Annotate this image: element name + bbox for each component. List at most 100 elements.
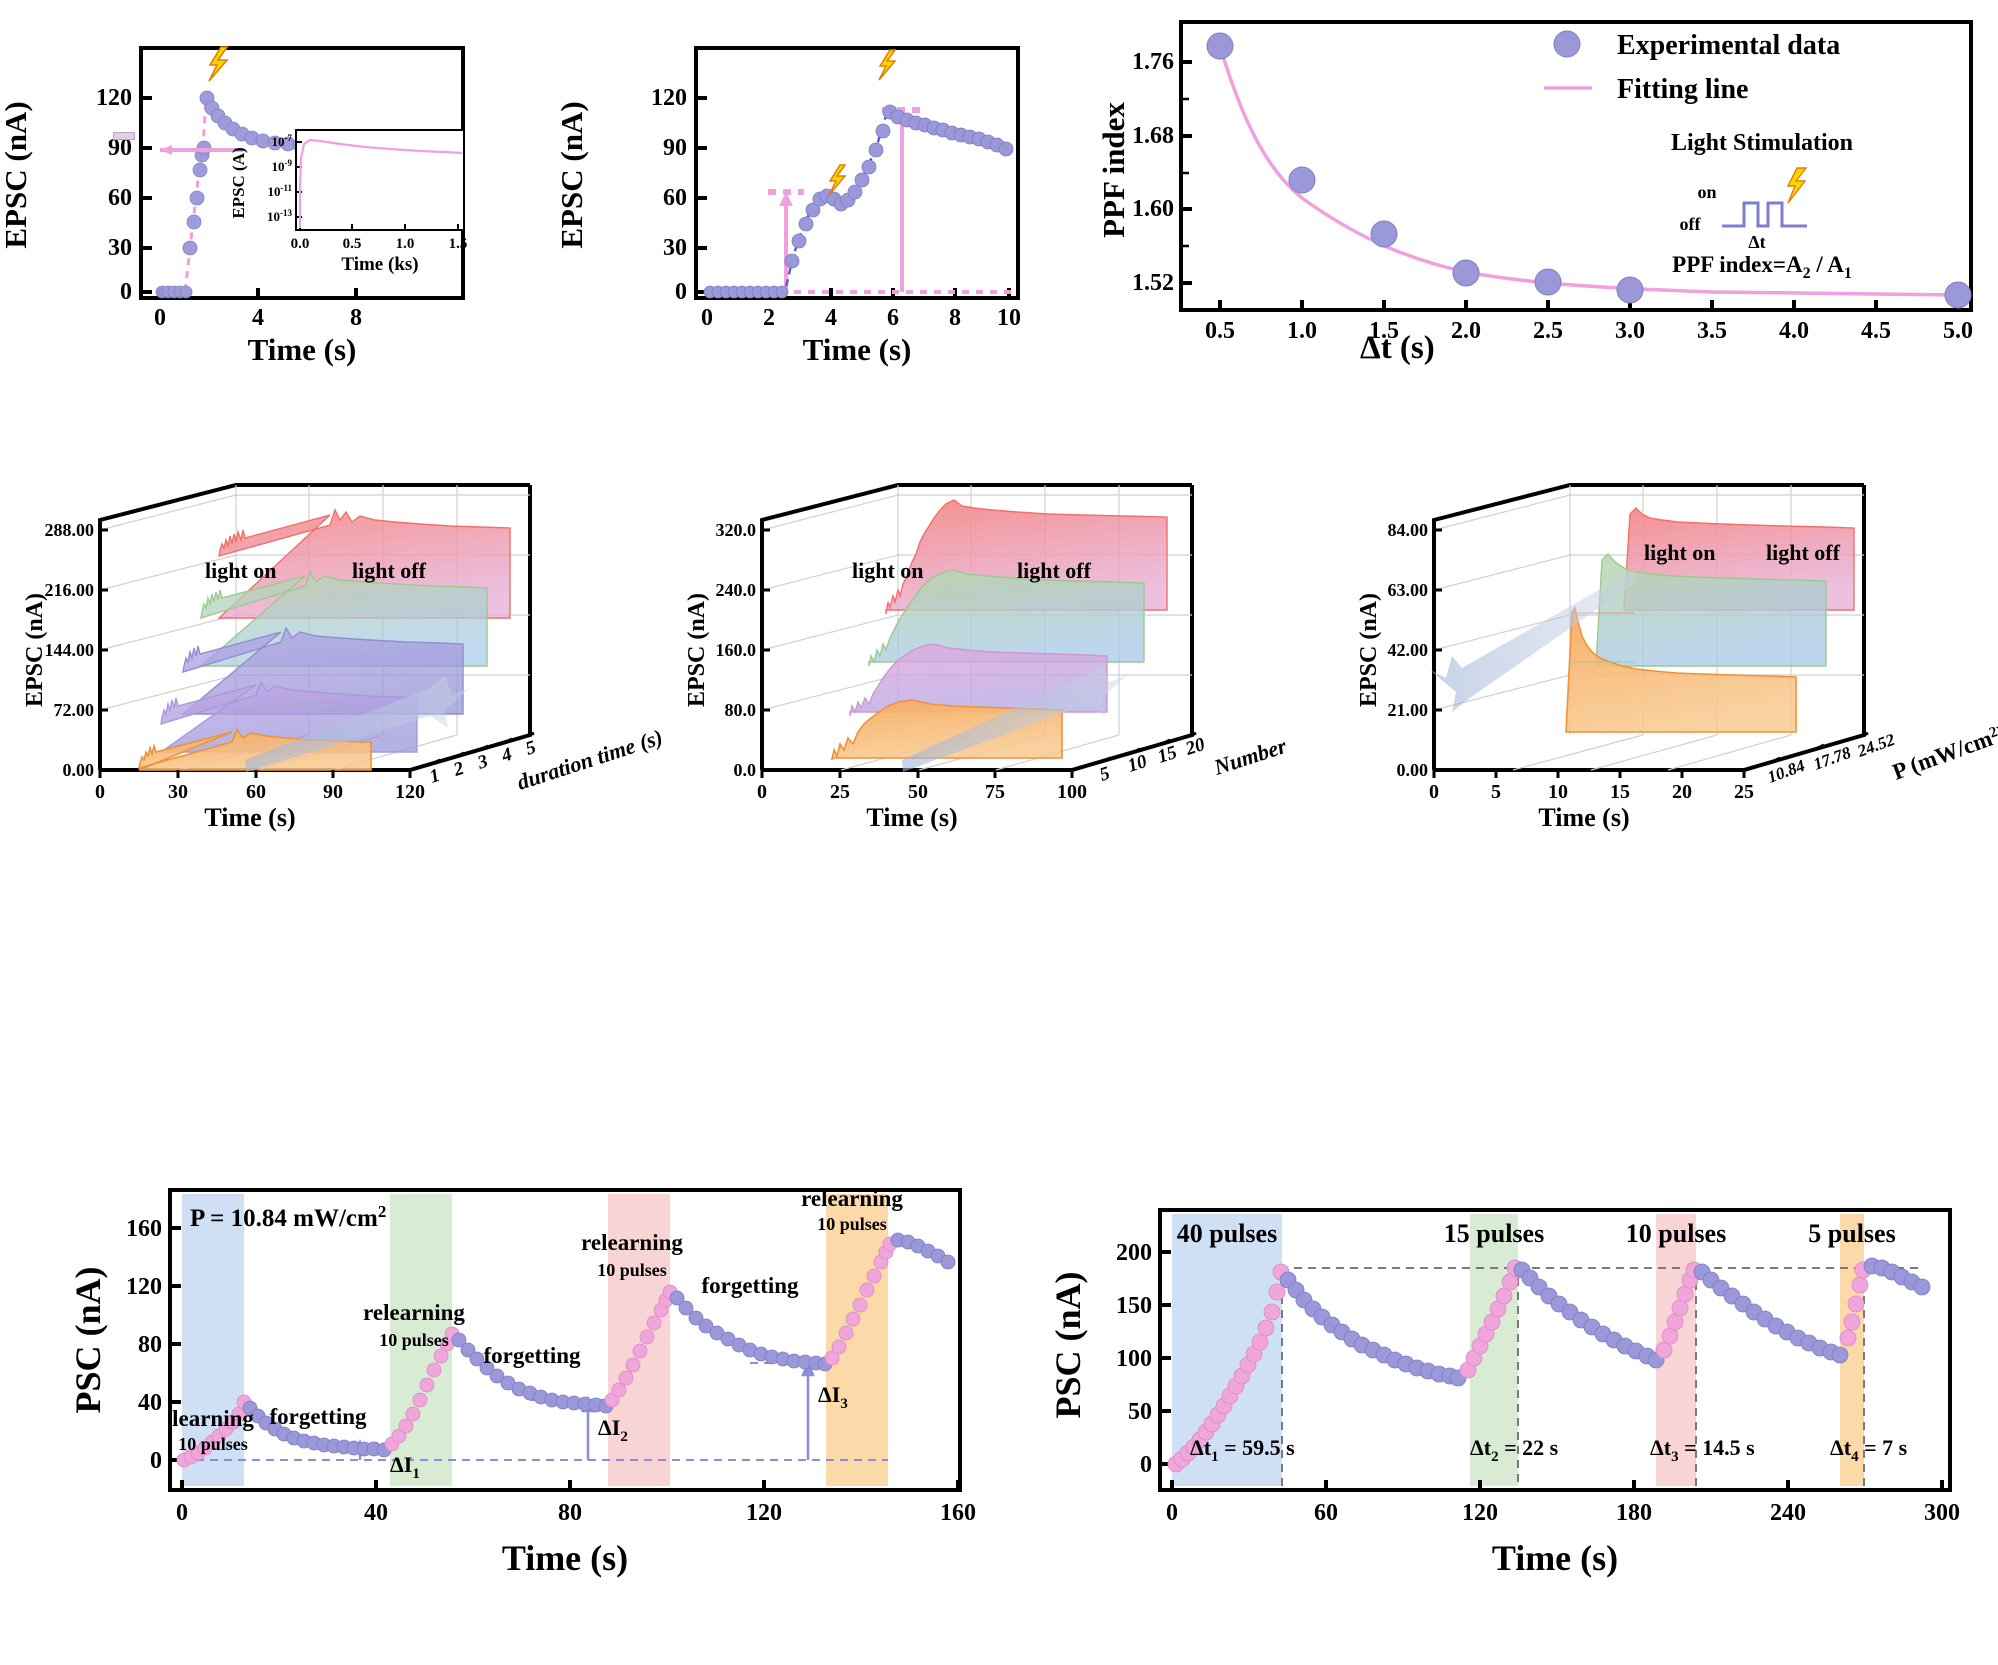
- svg-text:3: 3: [474, 751, 490, 774]
- panel-a-xtick-4: 4: [252, 305, 264, 331]
- svg-text:300: 300: [1924, 1500, 1960, 1526]
- svg-text:90: 90: [323, 781, 343, 803]
- panel-g-band-title-3: relearning: [801, 1186, 903, 1211]
- svg-text:0: 0: [1140, 1452, 1152, 1478]
- svg-text:3.0: 3.0: [1615, 318, 1645, 344]
- panel-e-light-off: light off: [1017, 558, 1092, 583]
- svg-text:5: 5: [1491, 781, 1501, 803]
- panel-h-ylabel: PSC (nA): [1048, 1271, 1088, 1418]
- svg-text:30: 30: [168, 781, 188, 803]
- panel-g-band-title-1: relearning: [363, 1300, 465, 1325]
- panel-g-band-title-2: relearning: [581, 1230, 683, 1255]
- svg-text:2: 2: [763, 305, 775, 331]
- svg-text:1.5: 1.5: [449, 236, 468, 252]
- svg-text:10: 10: [997, 305, 1021, 331]
- panel-d-light-off: light off: [352, 558, 427, 583]
- svg-text:10-11: 10-11: [267, 183, 292, 199]
- svg-text:200: 200: [1116, 1240, 1152, 1266]
- svg-text:21.00: 21.00: [1388, 700, 1429, 720]
- svg-text:0.0: 0.0: [291, 236, 310, 252]
- panel-a-ytick-120: 120: [96, 85, 132, 111]
- svg-text:2.5: 2.5: [1533, 318, 1563, 344]
- panel-e-trend-arrow: [902, 663, 1127, 772]
- panel-f-xlabel: Time (s): [1538, 803, 1629, 832]
- svg-text:120: 120: [395, 781, 425, 803]
- panel-g-band-sub-2: 10 pulses: [597, 1260, 667, 1280]
- panel-g-chart: 0 40 80 120 160 0 40 80 120 160 Time (s) PSC (…: [68, 1186, 976, 1578]
- panel-e-light-on: light on: [852, 558, 924, 583]
- panel-d-ylabel: EPSC (nA): [22, 593, 48, 707]
- svg-text:0.5: 0.5: [343, 236, 362, 252]
- svg-text:50: 50: [1128, 1399, 1152, 1425]
- panel-f-trend-arrow: [1430, 570, 1636, 712]
- panel-c-inset-dt: Δt: [1748, 232, 1765, 252]
- panel-e-chart: light on light off 0.0 80.0 160.0 240.0 320…: [684, 483, 1290, 832]
- svg-text:160: 160: [940, 1500, 976, 1526]
- svg-text:3.5: 3.5: [1697, 318, 1727, 344]
- panel-g-band-3: [826, 1194, 888, 1486]
- svg-text:0: 0: [757, 781, 767, 803]
- panel-h-xlabel: Time (s): [1492, 1538, 1618, 1578]
- panel-a-ytick-0: 0: [120, 279, 132, 305]
- svg-text:10-9: 10-9: [272, 158, 293, 174]
- lightning-bolt-icon-c: [1786, 167, 1808, 204]
- panel-e-surface-15: [868, 569, 1145, 667]
- svg-text:60: 60: [1314, 1500, 1338, 1526]
- panel-d-trend-arrow: [245, 676, 470, 772]
- panel-a-inset-ylabel: EPSC (A): [229, 147, 248, 218]
- svg-text:1.5: 1.5: [1369, 318, 1399, 344]
- svg-text:1.60: 1.60: [1132, 196, 1174, 222]
- panel-f-light-on: light on: [1644, 540, 1716, 565]
- svg-text:6: 6: [887, 305, 899, 331]
- panel-f-surface-1778: [1595, 552, 1827, 667]
- panel-a-bias-note: [235, 281, 260, 307]
- svg-text:4.0: 4.0: [1779, 318, 1809, 344]
- svg-text:90: 90: [663, 135, 687, 161]
- svg-text:75: 75: [985, 781, 1005, 803]
- svg-text:240: 240: [1770, 1500, 1806, 1526]
- panel-c-inset-title: Light Stimulation: [1671, 130, 1853, 156]
- panel-e-xlabel: Time (s): [866, 803, 957, 832]
- svg-text:1.52: 1.52: [1132, 270, 1174, 296]
- svg-text:0.00: 0.00: [63, 760, 95, 780]
- panel-d-chart: light on light off 0.00 72.00 144.00 216.0…: [22, 483, 666, 832]
- svg-text:40: 40: [364, 1500, 388, 1526]
- svg-text:0: 0: [150, 1448, 162, 1474]
- svg-text:1.0: 1.0: [396, 236, 415, 252]
- svg-text:100: 100: [1057, 781, 1087, 803]
- lightning-bolt-icon: [208, 46, 229, 82]
- svg-text:5: 5: [1097, 763, 1113, 786]
- svg-text:120: 120: [126, 1274, 162, 1300]
- panel-g-ylabel: PSC (nA): [68, 1266, 108, 1413]
- svg-text:4.5: 4.5: [1861, 318, 1891, 344]
- svg-text:60: 60: [246, 781, 266, 803]
- panel-b-xlabel: Time (s): [803, 332, 912, 367]
- svg-text:1.76: 1.76: [1132, 49, 1174, 75]
- lightning-bolt-icon-b: [828, 164, 847, 196]
- panel-a-xtick-0: 0: [154, 305, 166, 331]
- svg-text:1.68: 1.68: [1132, 123, 1174, 149]
- svg-text:5.0: 5.0: [1943, 318, 1973, 344]
- panel-f-light-off: light off: [1766, 540, 1841, 565]
- panel-f-chart: light on light off 0.00 21.00 42.00 63.00 8…: [1356, 483, 1998, 832]
- svg-text:1.0: 1.0: [1287, 318, 1317, 344]
- panel-a-xtick-8: 8: [350, 305, 362, 331]
- panel-c-inset-on: on: [1697, 182, 1716, 202]
- panel-a-inset-xlabel: Time (ks): [341, 254, 418, 275]
- panel-g-band-2: [608, 1194, 670, 1486]
- svg-text:4: 4: [825, 305, 837, 331]
- panel-c-xlabel: Δt (s): [1360, 330, 1435, 366]
- panel-e-zlabel: Number: [1210, 733, 1290, 780]
- svg-text:30: 30: [663, 235, 687, 261]
- svg-text:5: 5: [523, 737, 539, 760]
- panel-a-inset-chart: EPSC (A) 10-7 10-9 10-11 10-13 0.0 0.5 1.…: [229, 129, 468, 275]
- svg-text:40: 40: [138, 1390, 162, 1416]
- panel-d-zlabel: duration time (s): [514, 724, 666, 795]
- panel-f-zlabel: P (mW/cm2): [1889, 720, 1998, 784]
- svg-text:42.00: 42.00: [1388, 640, 1429, 660]
- panel-f-ylabel: EPSC (nA): [1356, 593, 1382, 707]
- panel-h-band-title-2: 10 pulses: [1626, 1219, 1726, 1248]
- panel-g-band-sub-0: 10 pulses: [178, 1434, 248, 1454]
- panel-g-band-sub-1: 10 pulses: [379, 1330, 449, 1350]
